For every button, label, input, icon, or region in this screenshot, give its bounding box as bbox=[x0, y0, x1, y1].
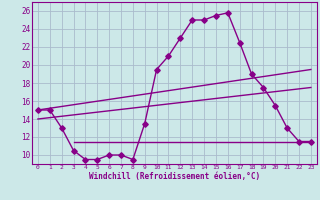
X-axis label: Windchill (Refroidissement éolien,°C): Windchill (Refroidissement éolien,°C) bbox=[89, 172, 260, 181]
